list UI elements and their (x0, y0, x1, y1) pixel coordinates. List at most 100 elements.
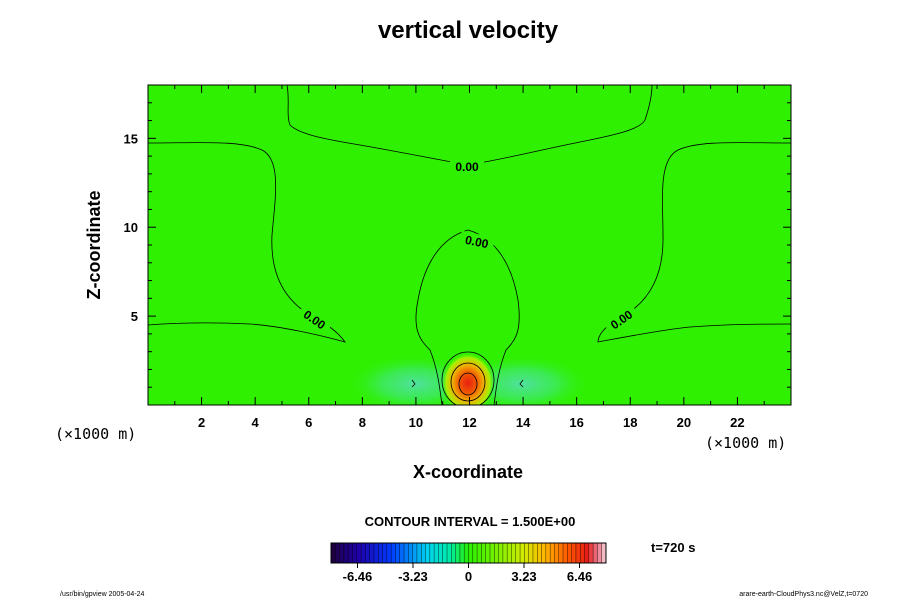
colorbar-cell (335, 543, 340, 563)
x-tick-label: 6 (305, 415, 312, 430)
colorbar-cell (429, 543, 435, 563)
colorbar-cell (455, 543, 461, 563)
contour-ring-2 (450, 362, 486, 402)
plot-area: 0.00 0.00 0.00 0.00 (147, 84, 792, 406)
colorbar-frame (330, 542, 607, 564)
colorbar-cell (545, 543, 551, 563)
colorbar-cell (502, 543, 508, 563)
colorbar-cell (575, 543, 581, 563)
x-tick-label: 10 (409, 415, 423, 430)
x-tick-label: 4 (252, 415, 260, 430)
y-tick-label: 15 (124, 131, 138, 146)
contour-ring-1 (441, 351, 495, 405)
colorbar-cell (408, 543, 413, 563)
x-tick-label: 12 (462, 415, 476, 430)
colorbar-cell (571, 543, 577, 563)
colorbar-cell (537, 543, 542, 563)
colorbar-cell (442, 543, 448, 563)
x-tick-label: 14 (516, 415, 531, 430)
colorbar-cell (348, 543, 353, 563)
colorbar-cell (373, 543, 379, 563)
colorbar-cell (386, 543, 392, 563)
x-tick-label: 8 (359, 415, 366, 430)
contour-label-bg (458, 230, 496, 252)
colorbar-cell (451, 543, 456, 563)
contour-line-center (415, 229, 520, 405)
colorbar-cell (365, 543, 370, 563)
colorbar-cell (481, 543, 486, 563)
colorbar-cell (477, 543, 482, 563)
colorbar-cell (378, 543, 383, 563)
colorbar-cell (498, 543, 504, 563)
colorbar-cell (356, 543, 362, 563)
colorbar-cell (520, 543, 525, 563)
contour-label-bg (297, 303, 333, 335)
footer-right: arare-earth-CloudPhys3.nc@VelZ,t=0720 (739, 591, 868, 598)
colorbar-cell (489, 543, 495, 563)
colorbar-cell (558, 543, 564, 563)
contour-label-bg (603, 303, 639, 335)
colorbar-cell (584, 543, 590, 563)
colorbar-cell (532, 543, 538, 563)
colorbar-cell (507, 543, 512, 563)
chart-title: vertical velocity (378, 17, 559, 44)
colorbar-cell (391, 543, 396, 563)
colorbar-cell (580, 543, 585, 563)
x-tick-label: 22 (730, 415, 744, 430)
colorbar-cell (601, 543, 607, 563)
colorbar-tick-label: 3.23 (511, 569, 536, 584)
colorbar-cell (550, 543, 555, 563)
colorbar-cell (464, 543, 469, 563)
footer-left: /usr/bin/gpview 2005-04-24 (60, 591, 145, 598)
colorbar-cell (515, 543, 521, 563)
colorbar-cell (361, 543, 366, 563)
colorbar-tick-label: -3.23 (398, 569, 428, 584)
colorbar-cell (524, 543, 529, 563)
colorbar-cell (563, 543, 568, 563)
contour-label-top: 0.00 (455, 160, 479, 174)
colorbar-cell (339, 543, 345, 563)
colorbar-cell (459, 543, 465, 563)
contour-interval: CONTOUR INTERVAL = 1.500E+00 (365, 514, 576, 529)
colorbar-cell (404, 543, 409, 563)
y-tick-label: 5 (131, 309, 138, 324)
colorbar-cell (554, 543, 560, 563)
x-tick-label: 16 (569, 415, 583, 430)
x-tick-label: 2 (198, 415, 205, 430)
x-unit-left: (×1000 m) (55, 425, 136, 443)
colorbar-cell (438, 543, 444, 563)
y-axis-label: Z-coordinate (84, 190, 104, 299)
colorbar-cell (331, 543, 336, 563)
colorbar-cell (395, 543, 401, 563)
x-tick-label: 18 (623, 415, 637, 430)
y-tick-label: 10 (124, 220, 138, 235)
colorbar-tick-label: -6.46 (343, 569, 373, 584)
colorbar-cell (382, 543, 388, 563)
x-axis-label: X-coordinate (413, 462, 523, 482)
colorbar-cell (494, 543, 499, 563)
colorbar-tick-label: 6.46 (567, 569, 592, 584)
colorbar-cell (528, 543, 534, 563)
x-unit-right: (×1000 m) (705, 434, 786, 452)
x-tick-label: 20 (677, 415, 691, 430)
colorbar-cell (352, 543, 358, 563)
colorbar-cell (416, 543, 422, 563)
colorbar-cell (468, 543, 474, 563)
colorbar-cell (511, 543, 517, 563)
colorbar-tick-label: 0 (465, 569, 472, 584)
colorbar-cell (485, 543, 491, 563)
colorbar-cell (588, 543, 594, 563)
contour-small-right (519, 379, 524, 388)
updraft-core (442, 353, 494, 405)
contour-small-left (411, 379, 416, 388)
colorbar-cell (425, 543, 431, 563)
y-axis-ticks: 5 10 15 (124, 102, 791, 388)
contour-label-center: 0.00 (464, 233, 490, 252)
contour-ring-3 (458, 372, 478, 396)
colorbar-cell (597, 543, 603, 563)
colorbar-cell (412, 543, 418, 563)
colorbar-cell (447, 543, 452, 563)
colorbar-cell (369, 543, 375, 563)
colorbar-cell (434, 543, 439, 563)
